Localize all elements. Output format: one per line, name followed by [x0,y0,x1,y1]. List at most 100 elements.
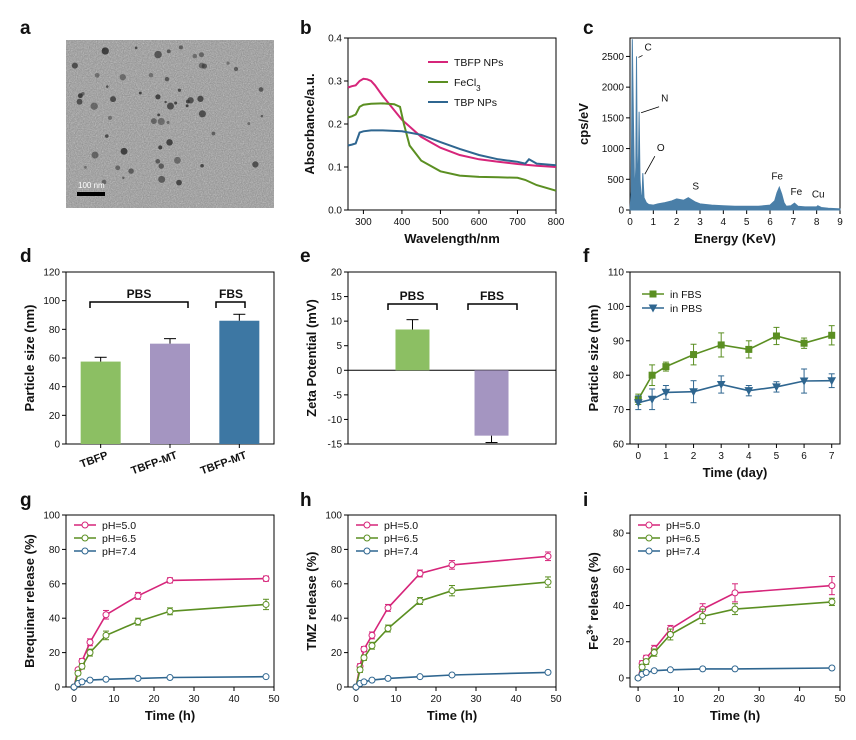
y-tick-label: 90 [613,336,625,347]
tem-particle [91,151,99,159]
y-axis: 0.0 0.1 0.2 0.3 0.4 [328,34,348,217]
x-axis: 0 10 20 30 40 50 [71,687,280,705]
y-tick-label: 40 [49,614,61,625]
group-label-fbs: FBS [219,287,243,301]
y-tick-label: 500 [607,175,624,186]
x-axis: 0 1 2 3 4 5 6 7 [636,444,835,462]
bar [395,329,430,371]
x-axis-title: Wavelength/nm [404,231,500,246]
data-point [368,642,376,650]
data-point [648,304,658,313]
x-tick-label: 2 [691,451,697,462]
y-tick-label: 10 [331,317,343,328]
scale-bar [77,192,105,196]
data-point [363,547,371,555]
panel-letter-f: f [583,246,590,267]
legend: in FBS in PBS [642,289,702,315]
data-point [81,547,89,555]
data-point [74,669,82,677]
data-point [731,605,739,613]
x-axis: 0 1 2 3 4 5 6 7 8 9 [627,210,843,228]
y-axis: -15 -10 -5 0 5 10 15 20 [328,268,348,451]
tem-particle [187,97,194,104]
tem-particle [164,76,170,82]
x-tick-label: TBFP-MT [199,449,249,477]
x-tick-label: 3 [718,451,724,462]
tem-particle [247,122,251,125]
data-point [166,607,174,615]
y-tick-label: 100 [325,511,342,522]
tem-particle [150,118,157,124]
data-point [717,341,725,349]
data-point [102,631,110,639]
group-brackets: PBS FBS [89,287,246,308]
data-point [800,339,808,347]
x-tick-label: 700 [509,217,526,228]
data-point [363,521,371,529]
x-axis-title: Time (h) [145,708,195,723]
series-line [355,581,549,688]
x-tick-label: 7 [829,451,835,462]
tem-particle [90,102,98,110]
annotation-leader [640,106,660,114]
y-axis-title: Fe3+ release (%) [585,552,601,650]
y-tick-label: 60 [613,440,625,451]
y-tick-label: 0.3 [328,77,342,88]
x-tick-label: 400 [394,217,411,228]
y-tick-label: 0 [336,366,342,377]
y-tick-label: 70 [613,405,625,416]
legend-label: pH=5.0 [384,520,418,532]
peak-label: O [657,143,665,154]
panel-letter-g: g [20,490,32,511]
bracket-fbs [215,301,246,308]
tem-particle [166,139,173,146]
data-point [416,569,424,577]
plot-frame [629,37,841,211]
chart-tmz-release: 0 10 20 30 40 50 0 20 40 60 80 100 pH=5.0pH=6.5pH=… [304,511,562,724]
x-tick-label: 0 [353,694,359,705]
legend: pH=5.0pH=6.5pH=7.4 [638,520,700,558]
plot-marks [634,576,836,682]
group-brackets: PBS FBS [387,289,518,310]
x-tick-label: 10 [108,694,120,705]
group-label-pbs: PBS [127,287,152,301]
panel-letter-e: e [300,246,311,267]
data-point [666,666,674,674]
tem-particle [226,61,230,65]
y-tick-label: 15 [331,292,343,303]
legend-label: FeCl3 [454,77,481,93]
tem-particle [158,163,164,169]
plot-marks [347,77,557,192]
peak-label: Fe [771,171,783,182]
x-tick-label: 600 [471,217,488,228]
data-point [645,534,653,542]
plot-marks [633,325,837,411]
data-point [699,612,707,620]
x-tick-label: 30 [754,694,766,705]
group-label-pbs: PBS [400,289,425,303]
y-tick-label: 20 [331,648,343,659]
y-tick-label: 0 [618,673,624,684]
tem-particle [166,49,171,54]
x-tick-label: 6 [801,451,807,462]
bar [150,343,190,444]
data-point [86,649,94,657]
y-tick-label: 80 [49,325,61,336]
data-point [384,625,392,633]
data-point [363,534,371,542]
data-point [368,631,376,639]
legend-label: pH=6.5 [102,533,136,545]
data-point [731,589,739,597]
tem-particle [148,73,154,78]
tem-particle [185,104,189,108]
data-point [368,676,376,684]
y-axis: 60 70 80 90 100 110 [607,268,630,451]
tem-particle [176,179,182,186]
tem-particle [76,98,83,105]
chart-fe-release: 0 10 20 30 40 50 0 20 40 60 80 pH=5.0pH=6.5pH=7.4… [585,514,846,723]
legend: TBFP NPs FeCl3 TBP NPs [428,57,503,109]
plot-frame [629,271,841,445]
data-point [827,377,837,386]
data-point [828,582,836,590]
y-tick-label: 0.4 [328,34,342,45]
